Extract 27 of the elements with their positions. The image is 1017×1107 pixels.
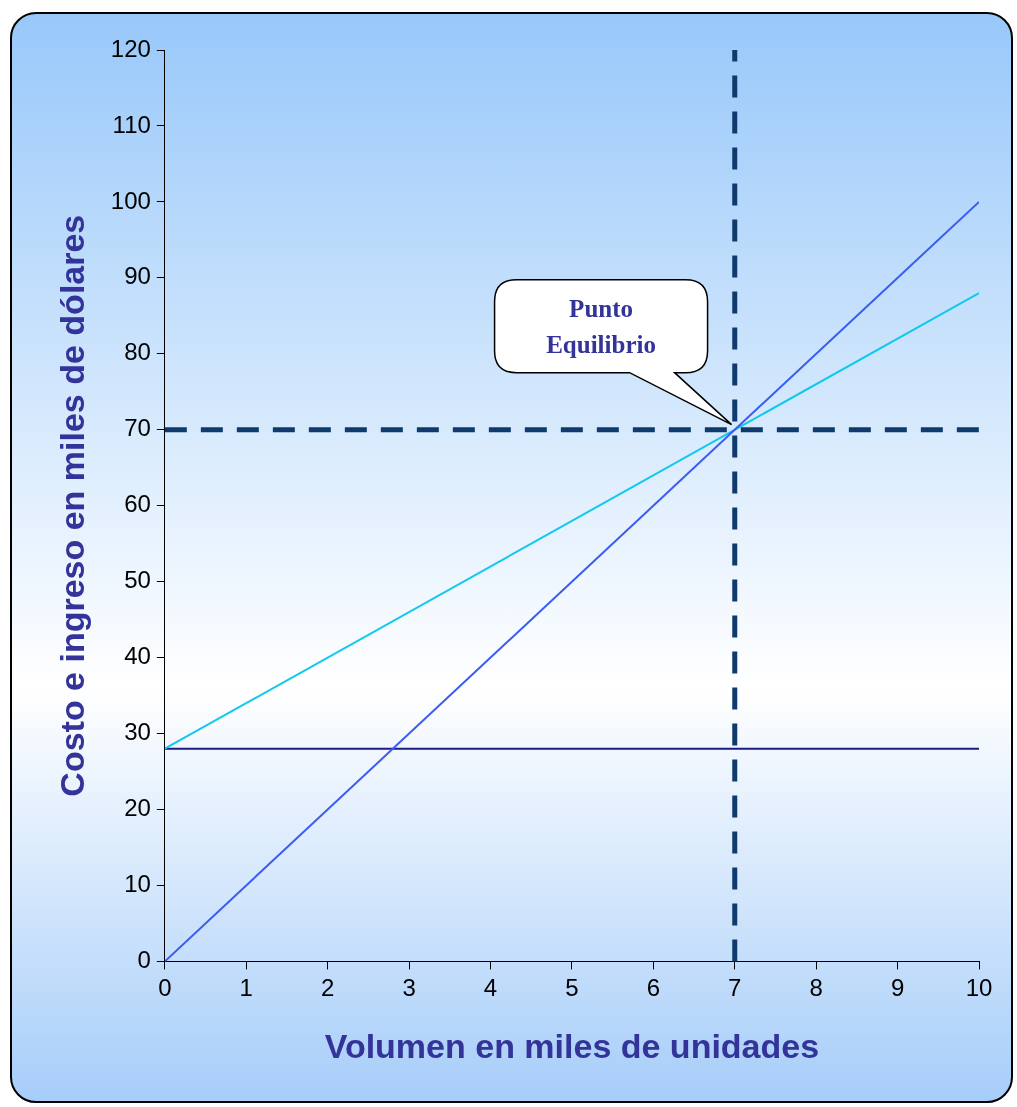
annotation: Punto Equilibrio [546,295,656,359]
y-tick-label: 50 [124,566,151,594]
x-tick-label: 10 [965,974,993,1002]
y-tick-label: 30 [124,718,151,746]
y-tick-label: 10 [124,870,151,898]
y-tick-label: 110 [112,110,151,138]
x-tick-label: 0 [158,974,172,1002]
y-tick-label: 40 [124,642,151,670]
y-axis-title: Costo e ingreso en miles de dólares [52,214,91,797]
x-tick-label: 2 [320,974,335,1002]
y-tick-label: 60 [124,490,151,518]
y-tick-label: 80 [124,338,151,366]
x-tick-label: 9 [890,974,905,1002]
x-tick-label: 6 [646,974,661,1002]
y-tick-label: 90 [124,262,151,290]
x-tick-label: 1 [239,974,253,1002]
x-tick-label: 7 [728,974,742,1002]
x-tick-label: 5 [565,974,579,1002]
x-tick-label: 3 [402,974,416,1002]
x-tick-label: 8 [809,974,823,1002]
x-axis-title: Volumen en miles de unidades [324,1026,820,1065]
y-tick-label: 120 [110,34,151,62]
y-tick-label: 100 [110,186,151,214]
y-tick-label: 70 [124,414,151,442]
y-tick-label: 0 [137,946,151,974]
y-tick-label: 20 [124,794,151,822]
x-tick-label: 4 [483,974,498,1002]
